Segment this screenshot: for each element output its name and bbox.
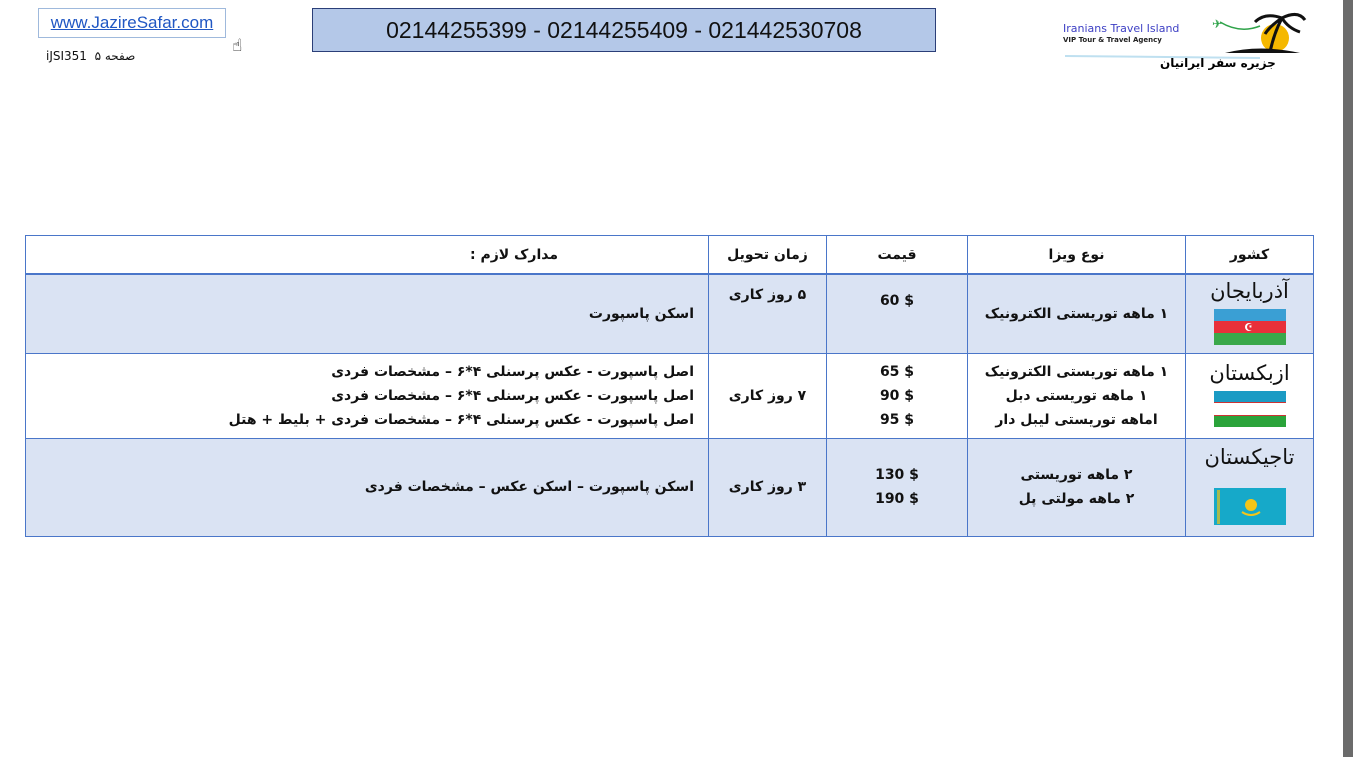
country-cell: تاجیکستان [1185,437,1314,537]
palm-island-icon: ✈ [1064,13,1307,59]
visa-type: ۲ ماهه توریستی [1020,467,1133,483]
page-info: iJSI351 صفحه ۵ [46,49,135,63]
svg-text:✈: ✈ [1212,17,1222,31]
header-country: کشور [1185,235,1314,275]
document-line: اسکن پاسپورت – اسکن عکس – مشخصات فردی [364,479,694,495]
price: 65 $ [879,363,915,380]
document-line: اصل پاسپورت - عکس پرسنلی ۴*۶ – مشخصات فر… [331,363,694,380]
visa-type: ۲ ماهه مولتی پل [1018,491,1135,507]
svg-text:*: * [1248,324,1252,331]
logo-subtitle-en: VIP Tour & Travel Agency [1063,36,1162,44]
country-name: تاجیکستان [1204,445,1295,469]
header-documents: مدارک لازم : [25,235,709,275]
delivery-cell: ۷ روز کاری [708,352,827,439]
header-visa-type: نوع ویزا [967,235,1186,275]
visa-type-cell: ۱ ماهه توریستی الکترونیک [967,273,1186,354]
phone-numbers: 02144255399 - 02144255409 - 021442530708 [312,8,936,52]
country-name: ازبکستان [1209,360,1290,385]
header-price: قیمت [826,235,968,275]
visa-type: ۱ ماهه توریستی الکترونیک [984,363,1169,380]
delivery-time: ۷ روز کاری [728,387,807,404]
price: 60 $ [879,293,915,309]
table-row: ازبکستان ۱ ماهه توریستی الکترونیک ۱ ماهه … [25,352,1314,439]
visa-type: ۱ ماهه توریستی دبل [1005,387,1148,404]
azerbaijan-flag-icon: * [1213,308,1286,345]
price: 95 $ [879,411,915,428]
delivery-cell: ۳ روز کاری [708,437,827,537]
table-header-row: کشور نوع ویزا قیمت زمان تحویل مدارک لازم… [25,235,1314,275]
documents-cell: اسکن پاسپورت [25,273,709,354]
hand-cursor-icon: ☝ [232,36,243,56]
visa-type: اماهه توریستی لیبل دار [995,411,1158,428]
price-cell: 60 $ [826,273,968,354]
price: 130 $ [875,467,919,483]
logo-title-en: Iranians Travel Island [1063,22,1180,35]
header-delivery: زمان تحویل [708,235,827,275]
delivery-time: ۳ روز کاری [728,479,807,495]
delivery-time: ۵ روز کاری [728,287,807,303]
uzbekistan-flag-icon [1213,390,1286,427]
visa-type: ۱ ماهه توریستی الکترونیک [984,305,1169,322]
page-label: صفحه ۵ [94,49,136,63]
document-line: اصل پاسپورت - عکس پرسنلی ۴*۶ – مشخصات فر… [331,387,694,404]
country-cell: ازبکستان [1185,352,1314,439]
documents-cell: اصل پاسپورت - عکس پرسنلی ۴*۶ – مشخصات فر… [25,352,709,439]
country-name: آذربایجان [1210,278,1289,303]
visa-type-cell: ۱ ماهه توریستی الکترونیک ۱ ماهه توریستی د… [967,352,1186,439]
price: 90 $ [879,387,915,404]
agency-logo: ✈ Iranians Travel Island VIP Tour & Trav… [1060,8,1310,78]
visa-type-cell: ۲ ماهه توریستی ۲ ماهه مولتی پل [967,437,1186,537]
price: 190 $ [875,491,919,507]
price-cell: 65 $ 90 $ 95 $ [826,352,968,439]
document-line: اسکن پاسپورت [588,305,694,322]
delivery-cell: ۵ روز کاری [708,273,827,354]
country-cell: آذربایجان * [1185,273,1314,354]
table-row: تاجیکستان ۲ ماهه توریستی ۲ ماهه مولتی پل … [25,437,1314,537]
documents-cell: اسکن پاسپورت – اسکن عکس – مشخصات فردی [25,437,709,537]
document-line: اصل پاسپورت - عکس پرسنلی ۴*۶ – مشخصات فر… [228,411,694,428]
kazakhstan-flag-icon [1213,488,1286,526]
scrollbar[interactable] [1343,0,1353,757]
website-link[interactable]: www.JazireSafar.com [38,8,226,38]
logo-title-fa: جزیره سفر ایرانیان [1160,56,1276,70]
table-row: آذربایجان * ۱ ماهه توریستی الکترونیک 60 … [25,273,1314,354]
price-cell: 130 $ 190 $ [826,437,968,537]
page-code: iJSI351 [46,49,87,63]
visa-table: کشور نوع ویزا قیمت زمان تحویل مدارک لازم… [25,235,1314,537]
